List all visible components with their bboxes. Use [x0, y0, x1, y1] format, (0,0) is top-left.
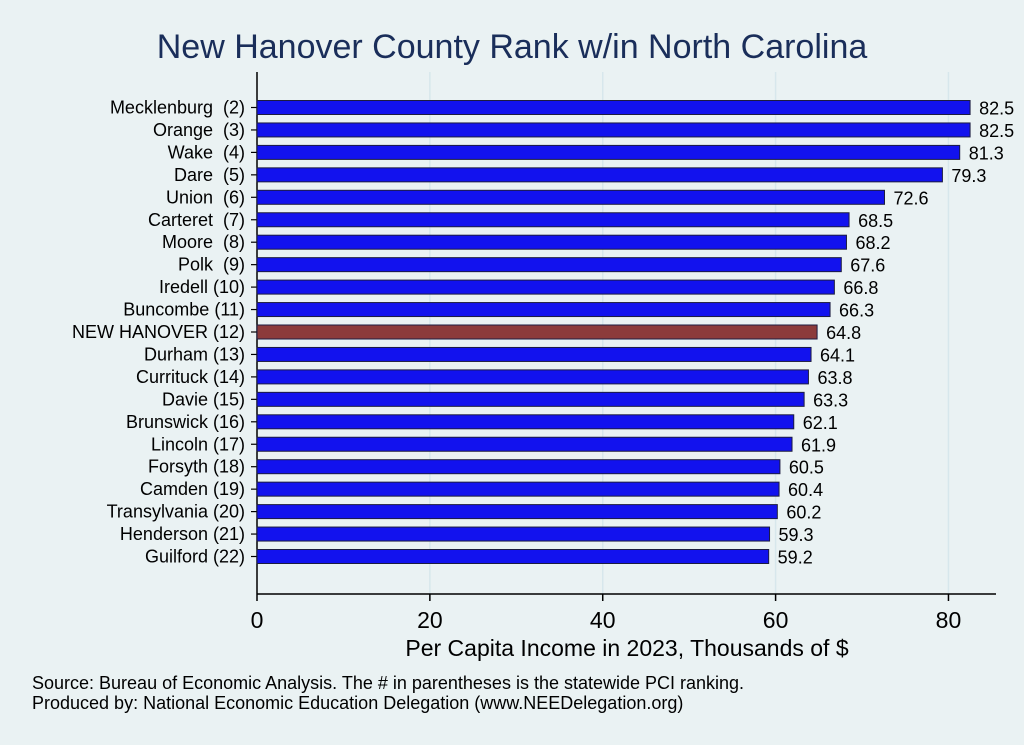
value-label-19: 59.3 [779, 525, 814, 545]
chart-title: New Hanover County Rank w/in North Carol… [156, 28, 868, 66]
value-label-4: 72.6 [894, 188, 929, 208]
category-label-7: Polk (9) [178, 255, 245, 275]
bar-10 [256, 324, 818, 340]
bar-1 [256, 122, 971, 138]
value-label-2: 81.3 [969, 143, 1004, 163]
value-label-18: 60.2 [786, 503, 821, 523]
bar-0 [256, 100, 971, 115]
bar-17 [256, 481, 780, 497]
bar-7 [256, 257, 842, 273]
category-label-10: NEW HANOVER (12) [72, 322, 245, 342]
bar-13 [256, 391, 805, 407]
bar-12 [256, 369, 809, 385]
value-label-16: 60.5 [789, 458, 824, 478]
bar-6 [256, 234, 847, 250]
bar-11 [256, 346, 812, 362]
value-label-3: 79.3 [951, 166, 986, 186]
value-label-17: 60.4 [788, 480, 823, 500]
bar-15 [256, 436, 793, 452]
value-label-6: 68.2 [855, 233, 890, 253]
value-label-14: 62.1 [803, 413, 838, 433]
category-label-11: Durham (13) [144, 344, 245, 364]
bar-18 [256, 504, 778, 520]
source-note: Source: Bureau of Economic Analysis. The… [32, 673, 745, 693]
value-label-15: 61.9 [801, 435, 836, 455]
x-tick-label-1: 20 [417, 607, 443, 633]
value-label-10: 64.8 [826, 323, 861, 343]
bar-5 [256, 212, 850, 228]
category-label-1: Orange (3) [153, 120, 245, 140]
value-label-1: 82.5 [979, 121, 1014, 141]
bar-19 [256, 526, 771, 542]
category-label-17: Camden (19) [140, 479, 245, 499]
value-label-13: 63.3 [813, 390, 848, 410]
category-label-13: Davie (15) [162, 389, 245, 409]
category-label-8: Iredell (10) [159, 277, 245, 297]
x-axis-title: Per Capita Income in 2023, Thousands of … [405, 635, 848, 661]
category-label-0: Mecklenburg (2) [110, 98, 245, 118]
value-label-0: 82.5 [979, 99, 1014, 119]
category-label-14: Brunswick (16) [126, 412, 245, 432]
x-tick-label-3: 60 [763, 607, 789, 633]
category-label-18: Transylvania (20) [107, 502, 245, 522]
bar-9 [256, 302, 831, 318]
x-tick-label-2: 40 [590, 607, 616, 633]
category-label-12: Currituck (14) [136, 367, 245, 387]
value-label-11: 64.1 [820, 345, 855, 365]
category-label-4: Union (6) [166, 187, 245, 207]
bar-14 [256, 414, 795, 430]
bar-20 [256, 549, 770, 564]
category-label-20: Guilford (22) [145, 547, 245, 567]
category-label-6: Moore (8) [162, 232, 245, 252]
category-label-16: Forsyth (18) [148, 457, 245, 477]
category-label-15: Lincoln (17) [151, 434, 245, 454]
x-tick-label-0: 0 [251, 607, 264, 633]
category-label-2: Wake (4) [168, 142, 245, 162]
value-label-7: 67.6 [850, 256, 885, 276]
bar-8 [256, 279, 835, 295]
category-label-3: Dare (5) [174, 165, 245, 185]
category-label-9: Buncombe (11) [123, 300, 245, 320]
value-label-8: 66.8 [843, 278, 878, 298]
x-tick-label-4: 80 [936, 607, 962, 633]
value-label-12: 63.8 [817, 368, 852, 388]
value-label-9: 66.3 [839, 301, 874, 321]
category-label-19: Henderson (21) [120, 524, 245, 544]
value-label-20: 59.2 [778, 548, 813, 568]
bar-2 [256, 144, 961, 160]
value-label-5: 68.5 [858, 211, 893, 231]
bar-3 [256, 167, 943, 183]
producer-note: Produced by: National Economic Education… [32, 693, 684, 713]
bar-4 [256, 189, 886, 205]
category-label-5: Carteret (7) [148, 210, 245, 230]
bar-16 [256, 459, 781, 475]
